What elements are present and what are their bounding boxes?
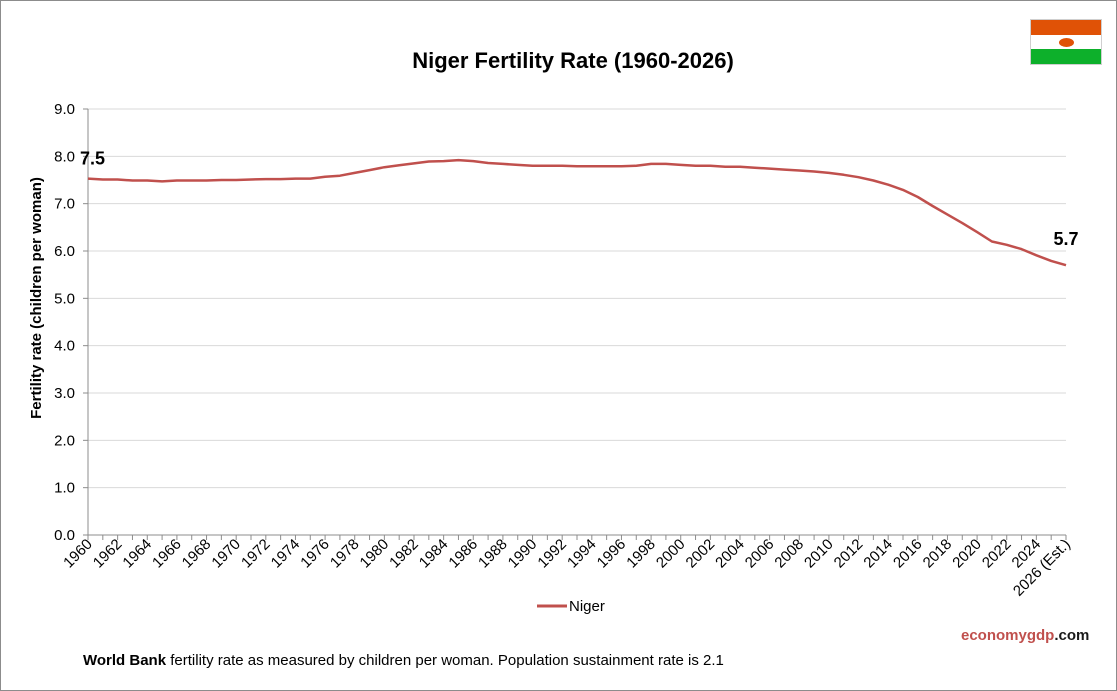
x-tick-label: 1970: [208, 536, 244, 572]
x-tick-label: 1974: [268, 536, 304, 572]
series-group: [87, 158, 1067, 267]
flag-sun-icon: [1059, 37, 1074, 47]
flag-top-band: [1031, 20, 1101, 35]
x-tick-label: 2002: [683, 536, 719, 572]
x-tick-label: 2016: [890, 536, 926, 572]
x-tick-label: 2000: [653, 536, 689, 572]
x-tick-label: 1984: [416, 536, 452, 572]
x-tick-label: 1998: [623, 536, 659, 572]
x-tick-label: 1996: [594, 536, 630, 572]
y-tick-labels: 0.0 1.0 2.0 3.0 4.0 5.0 6.0 7.0 8.0 9.0: [54, 101, 75, 544]
x-tick-label: 2018: [920, 536, 956, 572]
x-tick-label: 1994: [564, 536, 600, 572]
axes: [87, 109, 1067, 540]
y-tick-label: 6.0: [54, 243, 75, 260]
y-tick-label: 0.0: [54, 527, 75, 544]
gridlines: [83, 108, 1066, 536]
x-tick-label: 2006: [742, 536, 778, 572]
flag-middle-band: [1031, 34, 1101, 50]
y-tick-label: 4.0: [54, 338, 75, 355]
x-tick-label: 2008: [771, 536, 807, 572]
x-tick-label: 1966: [149, 536, 185, 572]
x-tick-label: 1986: [445, 536, 481, 572]
x-tick-label: 1992: [534, 536, 570, 572]
legend: Niger: [537, 598, 605, 615]
y-tick-label: 2.0: [54, 432, 75, 449]
x-tick-label: 1988: [475, 536, 511, 572]
footnote: World Bank fertility rate as measured by…: [83, 652, 724, 669]
x-tick-label: 2012: [831, 536, 867, 572]
x-tick-label: 1990: [505, 536, 541, 572]
data-label: 5.7: [1053, 229, 1078, 249]
x-tick-label: 1964: [119, 536, 155, 572]
x-tick-label: 1980: [357, 536, 393, 572]
x-tick-label: 2010: [801, 536, 837, 572]
x-tick-label: 1968: [179, 536, 215, 572]
series-line-niger: [87, 158, 1067, 267]
x-tick-label: 2014: [860, 536, 896, 572]
x-tick-label: 2022: [979, 536, 1015, 572]
brand-name: economygdp: [961, 627, 1055, 644]
y-axis-label: Fertility rate (children per woman): [28, 177, 45, 419]
y-tick-label: 1.0: [54, 480, 75, 497]
x-tick-label: 2020: [949, 536, 985, 572]
data-label: 7.5: [80, 149, 105, 169]
x-tick-label: 1978: [327, 536, 363, 572]
x-tick-label: 1962: [90, 536, 126, 572]
x-tick-label: 1982: [386, 536, 422, 572]
x-tick-label: 1972: [238, 536, 274, 572]
footnote-source: World Bank: [83, 652, 167, 669]
y-tick-label: 3.0: [54, 385, 75, 402]
brand-watermark: economygdp.com: [961, 627, 1089, 644]
x-tick-label: 2004: [712, 536, 748, 572]
chart-title: Niger Fertility Rate (1960-2026): [412, 48, 734, 73]
y-tick-label: 9.0: [54, 101, 75, 118]
x-tick-labels: 1960196219641966196819701972197419761978…: [60, 536, 1074, 600]
y-tick-label: 7.0: [54, 196, 75, 213]
brand-domain: .com: [1054, 627, 1090, 644]
y-tick-label: 8.0: [54, 148, 75, 165]
flag-bottom-band: [1031, 49, 1101, 64]
data-labels: 7.5 5.7: [80, 149, 1079, 250]
footnote-text: fertility rate as measured by children p…: [166, 652, 724, 669]
y-tick-label: 5.0: [54, 290, 75, 307]
x-tick-label: 1976: [297, 536, 333, 572]
niger-flag-icon: [1030, 19, 1102, 65]
legend-label-niger: Niger: [569, 598, 605, 615]
